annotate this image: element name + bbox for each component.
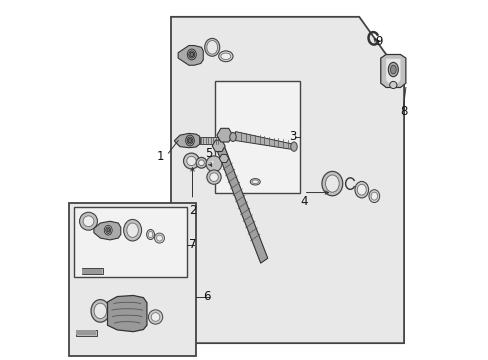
Circle shape	[151, 313, 160, 321]
Text: 8: 8	[400, 105, 407, 118]
Ellipse shape	[187, 49, 196, 60]
Ellipse shape	[250, 179, 260, 185]
Ellipse shape	[354, 181, 368, 198]
Text: 5: 5	[204, 147, 212, 159]
Circle shape	[183, 153, 199, 169]
Ellipse shape	[104, 225, 112, 235]
Ellipse shape	[368, 190, 379, 203]
Bar	[82, 269, 102, 274]
Ellipse shape	[105, 227, 110, 233]
Bar	[199, 137, 219, 144]
Ellipse shape	[370, 192, 377, 200]
Bar	[74, 207, 187, 277]
Ellipse shape	[206, 41, 217, 54]
Ellipse shape	[389, 65, 395, 74]
Ellipse shape	[290, 142, 297, 151]
Text: 9: 9	[374, 35, 382, 49]
Circle shape	[206, 170, 221, 184]
Ellipse shape	[204, 39, 219, 56]
Ellipse shape	[126, 223, 138, 237]
Text: 4: 4	[299, 195, 307, 208]
Circle shape	[156, 235, 162, 241]
Ellipse shape	[221, 53, 230, 59]
Ellipse shape	[94, 303, 106, 319]
Polygon shape	[217, 147, 267, 263]
Circle shape	[80, 212, 97, 230]
Bar	[76, 329, 97, 336]
Ellipse shape	[148, 231, 153, 238]
Polygon shape	[171, 17, 403, 343]
Ellipse shape	[188, 139, 191, 143]
Ellipse shape	[251, 180, 258, 184]
Polygon shape	[178, 45, 203, 65]
Circle shape	[389, 81, 396, 89]
Ellipse shape	[229, 132, 236, 141]
Circle shape	[206, 156, 222, 172]
Ellipse shape	[190, 52, 193, 57]
Circle shape	[198, 160, 204, 166]
Bar	[215, 81, 300, 193]
Ellipse shape	[325, 175, 339, 192]
Polygon shape	[174, 134, 199, 148]
Bar	[82, 268, 102, 274]
Polygon shape	[94, 221, 121, 240]
Polygon shape	[107, 296, 147, 332]
Circle shape	[148, 310, 163, 324]
Polygon shape	[386, 59, 400, 83]
Text: 2: 2	[188, 204, 196, 217]
Polygon shape	[380, 54, 405, 87]
Text: 7: 7	[188, 238, 196, 251]
Ellipse shape	[321, 171, 342, 196]
Ellipse shape	[357, 184, 366, 195]
Bar	[76, 330, 96, 335]
Circle shape	[83, 216, 94, 226]
Ellipse shape	[187, 137, 192, 144]
Circle shape	[196, 157, 206, 168]
Ellipse shape	[210, 161, 213, 163]
Ellipse shape	[185, 135, 194, 146]
Ellipse shape	[123, 220, 142, 241]
Circle shape	[154, 233, 164, 243]
Bar	[69, 203, 196, 356]
Ellipse shape	[91, 300, 109, 322]
Polygon shape	[235, 132, 292, 149]
Ellipse shape	[188, 51, 194, 58]
Ellipse shape	[387, 62, 398, 77]
Ellipse shape	[218, 51, 233, 62]
Text: 6: 6	[203, 290, 210, 303]
Text: 3: 3	[288, 130, 296, 144]
Text: 1: 1	[156, 150, 163, 163]
Circle shape	[186, 156, 196, 166]
Ellipse shape	[146, 229, 154, 239]
Circle shape	[209, 173, 218, 181]
Ellipse shape	[107, 229, 109, 232]
